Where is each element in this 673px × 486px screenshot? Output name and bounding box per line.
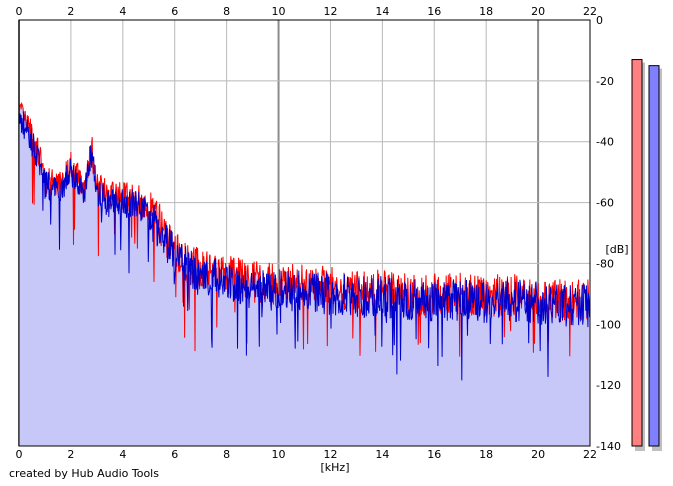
x-tick-label-top: 12 xyxy=(323,5,337,18)
x-tick-label-top: 8 xyxy=(223,5,230,18)
x-tick-label-bottom: 20 xyxy=(531,448,545,461)
x-tick-label-top: 22 xyxy=(583,5,597,18)
x-tick-label-bottom: 14 xyxy=(375,448,389,461)
y-tick-label: -140 xyxy=(596,440,621,453)
level-meter-right xyxy=(648,65,660,447)
spectrum-fill-area xyxy=(19,103,590,446)
x-tick-label-top: 4 xyxy=(119,5,126,18)
x-axis-top: 0 2 4 6 8 10 12 14 16 18 20 22 xyxy=(16,5,598,18)
level-meters xyxy=(631,59,662,452)
y-tick-label: -100 xyxy=(596,318,621,331)
y-tick-label: -60 xyxy=(596,197,614,210)
x-tick-label-bottom: 4 xyxy=(119,448,126,461)
y-axis-label: [dB] xyxy=(605,243,628,256)
x-tick-label-top: 2 xyxy=(67,5,74,18)
x-tick-label-top: 6 xyxy=(171,5,178,18)
series-right-line xyxy=(18,111,591,381)
y-axis-right: 0 -20 -40 -60 -80 -100 -120 -140 xyxy=(596,14,621,453)
x-tick-label-bottom: 12 xyxy=(323,448,337,461)
y-tick-label: -20 xyxy=(596,75,614,88)
x-tick-label-bottom: 22 xyxy=(583,448,597,461)
x-tick-label-top: 16 xyxy=(427,5,441,18)
x-tick-label-bottom: 6 xyxy=(171,448,178,461)
credit-text: created by Hub Audio Tools xyxy=(9,467,159,480)
x-tick-label-bottom: 8 xyxy=(223,448,230,461)
x-tick-label-top: 18 xyxy=(479,5,493,18)
plot-frame xyxy=(18,19,591,447)
x-axis-label: [kHz] xyxy=(321,461,350,474)
x-tick-label-top: 10 xyxy=(272,5,286,18)
x-tick-label-top: 0 xyxy=(16,5,23,18)
x-tick-label-bottom: 10 xyxy=(272,448,286,461)
y-tick-label: 0 xyxy=(596,14,603,27)
y-tick-label: -40 xyxy=(596,136,614,149)
y-tick-label: -120 xyxy=(596,379,621,392)
x-tick-label-bottom: 18 xyxy=(479,448,493,461)
level-meter-left xyxy=(631,59,643,447)
x-tick-label-bottom: 2 xyxy=(67,448,74,461)
x-tick-label-bottom: 16 xyxy=(427,448,441,461)
x-axis-bottom: 0 2 4 6 8 10 12 14 16 18 20 22 xyxy=(16,448,598,461)
x-tick-label-top: 20 xyxy=(531,5,545,18)
x-tick-label-top: 14 xyxy=(375,5,389,18)
x-tick-label-bottom: 0 xyxy=(16,448,23,461)
y-tick-label: -80 xyxy=(596,257,614,270)
